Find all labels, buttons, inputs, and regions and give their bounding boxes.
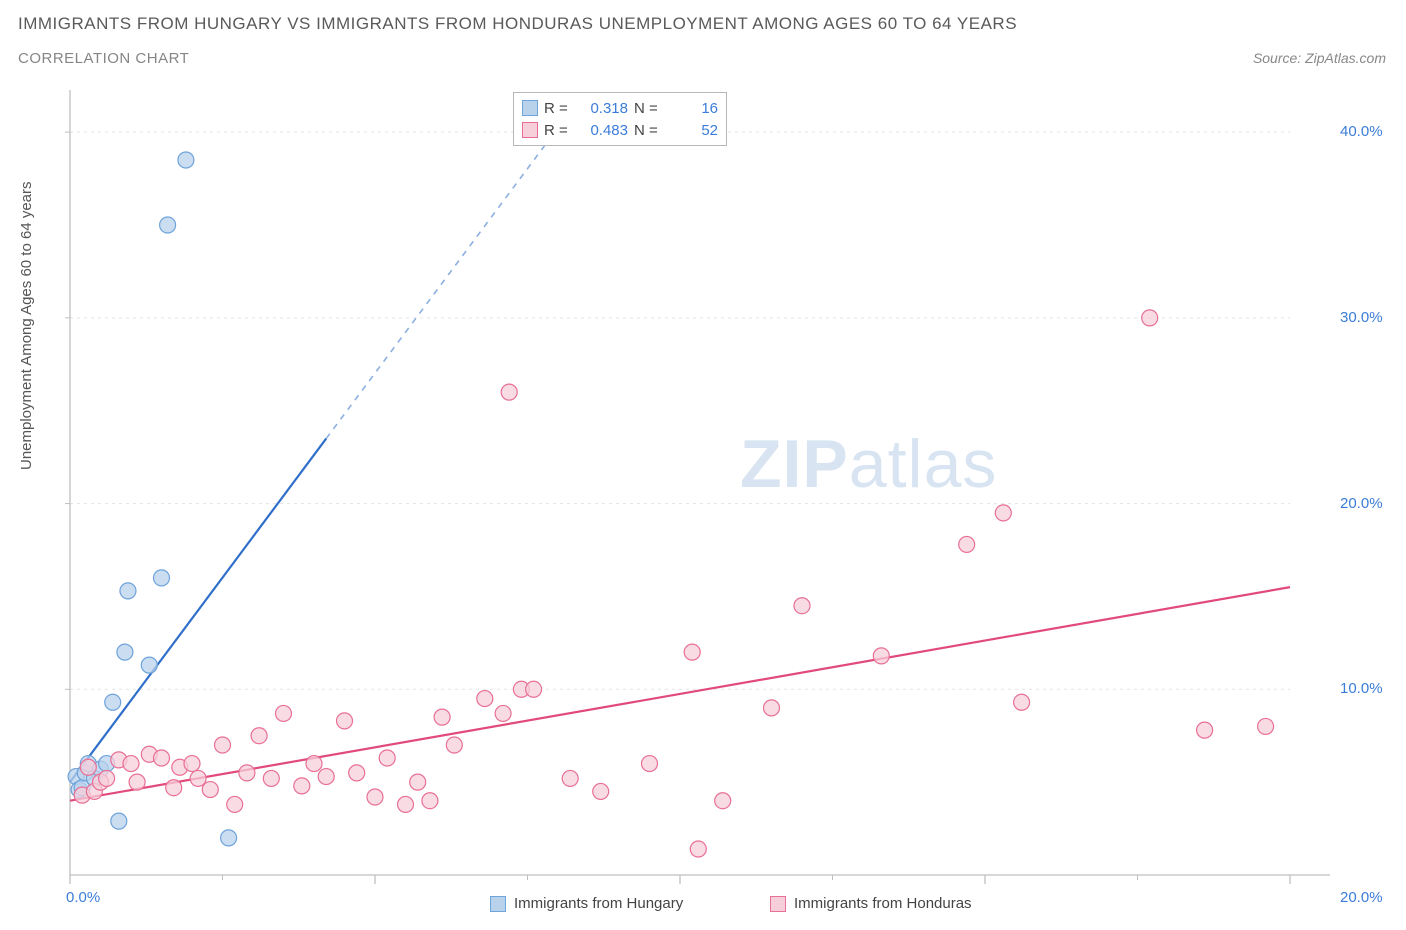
legend-row-hungary: R = 0.318 N = 16 (522, 97, 718, 119)
y-axis-label: Unemployment Among Ages 60 to 64 years (18, 181, 35, 470)
n-label: N = (634, 100, 662, 117)
scatter-plot (60, 85, 1340, 885)
y-tick-label: 20.0% (1340, 495, 1383, 512)
x-tick-label: 20.0% (1340, 889, 1383, 906)
n-label: N = (634, 122, 662, 139)
chart-subtitle: CORRELATION CHART (18, 50, 189, 67)
r-value-honduras: 0.483 (578, 122, 628, 139)
r-label: R = (544, 122, 572, 139)
y-tick-label: 30.0% (1340, 309, 1383, 326)
r-label: R = (544, 100, 572, 117)
source-attribution: Source: ZipAtlas.com (1253, 50, 1386, 66)
correlation-legend: R = 0.318 N = 16 R = 0.483 N = 52 (513, 92, 727, 146)
n-value-honduras: 52 (668, 122, 718, 139)
legend-label-hungary: Immigrants from Hungary (514, 895, 683, 912)
legend-swatch-honduras (522, 122, 538, 138)
series-legend-honduras: Immigrants from Honduras (770, 895, 972, 912)
legend-label-honduras: Immigrants from Honduras (794, 895, 972, 912)
legend-swatch-icon (770, 896, 786, 912)
legend-swatch-hungary (522, 100, 538, 116)
chart-title: IMMIGRANTS FROM HUNGARY VS IMMIGRANTS FR… (18, 14, 1017, 34)
x-tick-label: 0.0% (66, 889, 100, 906)
r-value-hungary: 0.318 (578, 100, 628, 117)
y-tick-label: 10.0% (1340, 680, 1383, 697)
n-value-hungary: 16 (668, 100, 718, 117)
y-tick-label: 40.0% (1340, 123, 1383, 140)
legend-row-honduras: R = 0.483 N = 52 (522, 119, 718, 141)
chart-area: ZIPatlas (60, 85, 1340, 885)
legend-swatch-icon (490, 896, 506, 912)
series-legend-hungary: Immigrants from Hungary (490, 895, 683, 912)
